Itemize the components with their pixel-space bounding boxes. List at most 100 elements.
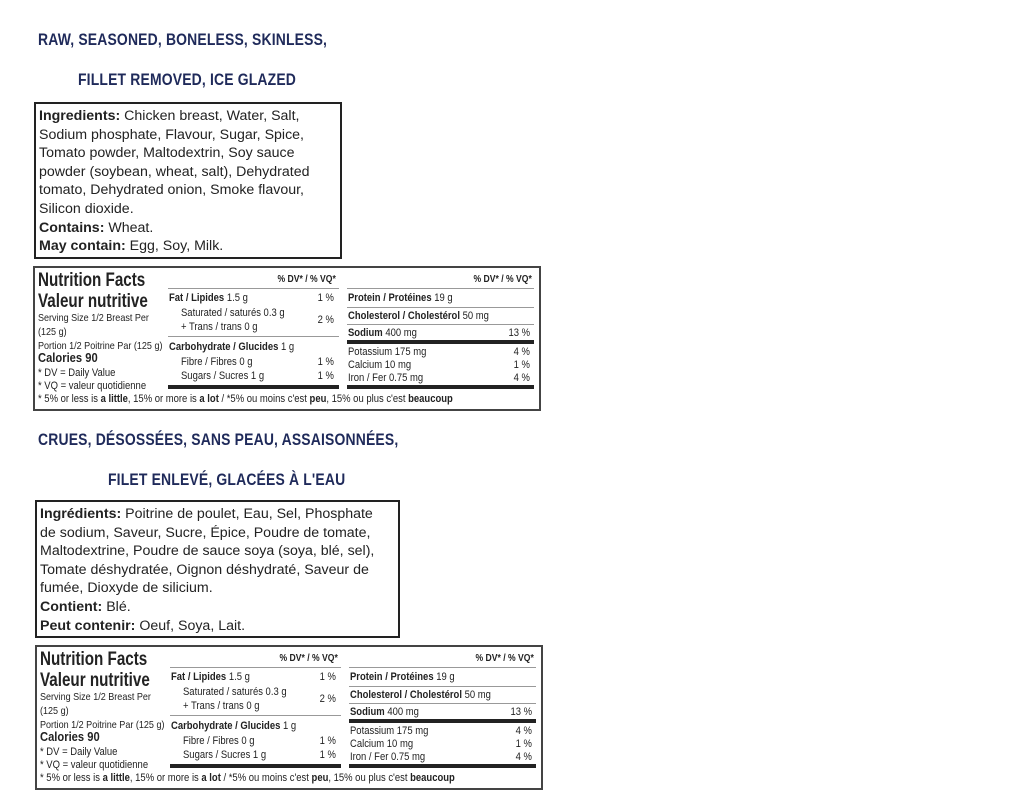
ingredients-text: fumée, Dioxyde de silicium. xyxy=(40,580,213,597)
english-heading-line2: FILLET REMOVED, ICE GLAZED xyxy=(78,70,297,89)
ingredients-text: de sodium, Saveur, Sucre, Épice, Poudre … xyxy=(40,524,371,541)
nutrition-title-fr: Valeur nutritive xyxy=(38,291,148,312)
sodium-dv: 13 % xyxy=(508,327,530,339)
ingredients-text: Maltodextrine, Poudre de sauce soya (soy… xyxy=(40,543,375,560)
calcium-dv: 1 % xyxy=(515,738,532,750)
dv-header-right: % DV* / % VQ* xyxy=(473,274,532,285)
ingredients-label: Ingrédients: xyxy=(40,506,122,522)
dv-header-middle: % DV* / % VQ* xyxy=(277,274,336,285)
dv-note: * DV = Daily Value xyxy=(38,367,116,379)
carbohydrate-row: Carbohydrate / Glucides 1 g xyxy=(171,720,297,732)
nutrition-facts-table-english: Nutrition Facts Valeur nutritive Serving… xyxy=(33,266,541,411)
ingredients-text: Tomate déshydratée, Oignon déshydraté, S… xyxy=(40,561,369,578)
calcium-row: Calcium 10 mg xyxy=(348,359,412,371)
divider xyxy=(170,715,341,716)
calcium-row: Calcium 10 mg xyxy=(350,738,414,750)
nutrition-title-en: Nutrition Facts xyxy=(40,649,148,670)
fibre-row: Fibre / Fibres 0 g xyxy=(183,735,255,747)
divider xyxy=(349,703,536,704)
potassium-row: Potassium 175 mg xyxy=(350,725,429,737)
french-heading-line1: CRUES, DÉSOSSÉES, SANS PEAU, ASSAISONNÉE… xyxy=(38,430,399,449)
fat-row: Fat / Lipides 1.5 g xyxy=(171,671,250,683)
contains-text: Blé. xyxy=(106,598,131,615)
trans-row: + Trans / trans 0 g xyxy=(181,321,258,333)
may-contain-text: Egg, Soy, Milk. xyxy=(129,238,224,255)
divider xyxy=(347,385,534,389)
vq-note: * VQ = valeur quotidienne xyxy=(40,759,149,771)
contains-label: Contient: xyxy=(40,598,103,615)
iron-row: Iron / Fer 0.75 mg xyxy=(350,751,426,763)
serving-size: Serving Size 1/2 Breast Per xyxy=(38,312,149,324)
divider xyxy=(347,340,534,344)
nutrition-title-fr: Valeur nutritive xyxy=(40,670,150,691)
dv-header-right: % DV* / % VQ* xyxy=(475,653,534,664)
portion: Portion 1/2 Poitrine Par (125 g) xyxy=(38,340,163,352)
ingredients-text: Chicken breast, Water, Salt, xyxy=(124,108,300,124)
calcium-dv: 1 % xyxy=(513,359,530,371)
divider xyxy=(170,764,341,768)
english-heading-line1: RAW, SEASONED, BONELESS, SKINLESS, xyxy=(38,30,328,49)
potassium-dv: 4 % xyxy=(513,346,530,358)
iron-dv: 4 % xyxy=(513,372,530,384)
divider xyxy=(168,385,339,389)
protein-row: Protein / Protéines 19 g xyxy=(350,671,455,683)
potassium-row: Potassium 175 mg xyxy=(348,346,427,358)
fat-dv: 1 % xyxy=(317,292,334,304)
serving-size-grams: (125 g) xyxy=(38,326,67,338)
calories: Calories 90 xyxy=(38,350,98,365)
ingredients-text: tomato, Dehydrated onion, Smoke flavour, xyxy=(39,182,304,199)
english-ingredients-box: Ingredients: Chicken breast, Water, Salt… xyxy=(34,102,342,259)
ingredients-text: Sodium phosphate, Flavour, Sugar, Spice, xyxy=(39,126,304,143)
trans-row: + Trans / trans 0 g xyxy=(183,700,260,712)
divider xyxy=(347,288,534,289)
dv-header-middle: % DV* / % VQ* xyxy=(279,653,338,664)
sodium-row: Sodium 400 mg xyxy=(348,327,417,339)
iron-row: Iron / Fer 0.75 mg xyxy=(348,372,424,384)
divider xyxy=(349,686,536,687)
french-heading-line2: FILET ENLEVÉ, GLACÉES À L'EAU xyxy=(108,470,346,489)
ingredients-text: Tomato powder, Maltodextrin, Soy sauce xyxy=(39,145,295,162)
may-contain-label: May contain: xyxy=(39,238,126,255)
fat-row: Fat / Lipides 1.5 g xyxy=(169,292,248,304)
nutrition-title-en: Nutrition Facts xyxy=(38,270,146,291)
cholesterol-row: Cholesterol / Cholestérol 50 mg xyxy=(348,310,489,322)
sodium-dv: 13 % xyxy=(510,706,532,718)
may-contain-text: Oeuf, Soya, Lait. xyxy=(139,617,246,634)
divider xyxy=(349,667,536,668)
divider xyxy=(347,307,534,308)
ingredients-text: Poitrine de poulet, Eau, Sel, Phosphate xyxy=(125,506,373,522)
ingredients-label: Ingredients: xyxy=(39,108,121,124)
saturated-row: Saturated / saturés 0.3 g xyxy=(183,686,287,698)
sat-trans-dv: 2 % xyxy=(319,693,336,705)
contains-text: Wheat. xyxy=(108,219,154,236)
calories: Calories 90 xyxy=(40,729,100,744)
divider xyxy=(170,667,341,668)
may-contain-label: Peut contenir: xyxy=(40,617,136,634)
fibre-dv: 1 % xyxy=(317,356,334,368)
fibre-row: Fibre / Fibres 0 g xyxy=(181,356,253,368)
sugars-dv: 1 % xyxy=(317,370,334,382)
protein-row: Protein / Protéines 19 g xyxy=(348,292,453,304)
cholesterol-row: Cholesterol / Cholestérol 50 mg xyxy=(350,689,491,701)
divider xyxy=(349,764,536,768)
footnote: * 5% or less is a little, 15% or more is… xyxy=(40,772,455,784)
ingredients-text: powder (soybean, wheat, salt), Dehydrate… xyxy=(39,163,310,180)
potassium-dv: 4 % xyxy=(515,725,532,737)
divider xyxy=(168,288,339,289)
sugars-row: Sugars / Sucres 1 g xyxy=(183,749,267,761)
french-ingredients-box: Ingrédients: Poitrine de poulet, Eau, Se… xyxy=(35,500,400,638)
portion: Portion 1/2 Poitrine Par (125 g) xyxy=(40,719,165,731)
sat-trans-dv: 2 % xyxy=(317,314,334,326)
dv-note: * DV = Daily Value xyxy=(40,746,118,758)
serving-size: Serving Size 1/2 Breast Per xyxy=(40,691,151,703)
sugars-dv: 1 % xyxy=(319,749,336,761)
carbohydrate-row: Carbohydrate / Glucides 1 g xyxy=(169,341,295,353)
nutrition-facts-table-french: Nutrition Facts Valeur nutritive Serving… xyxy=(35,645,543,790)
footnote: * 5% or less is a little, 15% or more is… xyxy=(38,393,453,405)
iron-dv: 4 % xyxy=(515,751,532,763)
serving-size-grams: (125 g) xyxy=(40,705,69,717)
divider xyxy=(168,336,339,337)
sodium-row: Sodium 400 mg xyxy=(350,706,419,718)
fat-dv: 1 % xyxy=(319,671,336,683)
sugars-row: Sugars / Sucres 1 g xyxy=(181,370,265,382)
